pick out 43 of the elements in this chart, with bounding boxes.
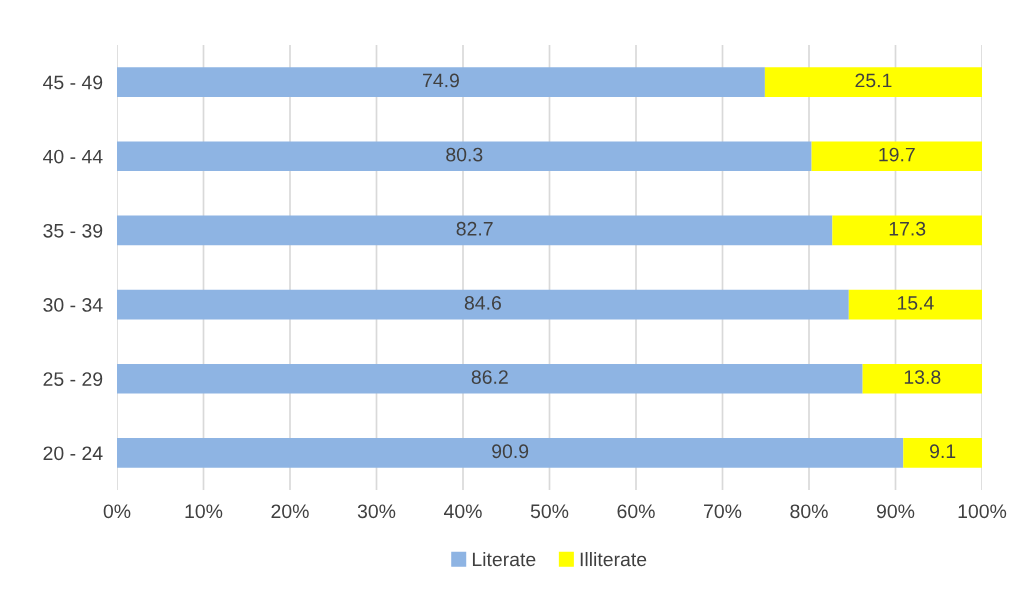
- bar: [117, 141, 812, 172]
- legend-label: Illiterate: [580, 552, 647, 567]
- data-label: 15.4: [897, 296, 934, 310]
- bar: [117, 438, 904, 468]
- bar: [848, 289, 982, 320]
- data-label: 17.3: [889, 221, 926, 236]
- y-tick-label: 25 - 29: [43, 372, 103, 386]
- x-tick-label: 70%: [704, 504, 742, 519]
- bar: [903, 438, 982, 468]
- data-label: 84.6: [464, 296, 501, 310]
- bar: [117, 289, 849, 320]
- bar: [811, 141, 982, 172]
- x-tick-label: 0%: [103, 504, 131, 519]
- data-label: 90.9: [492, 444, 529, 459]
- data-label: 13.8: [904, 370, 941, 384]
- legend-label: Literate: [472, 552, 536, 567]
- x-tick-label: 50%: [530, 504, 569, 519]
- data-label: 19.7: [879, 147, 915, 162]
- data-label: 9.1: [930, 444, 956, 459]
- x-tick-label: 80%: [790, 504, 828, 519]
- y-tick-label: 45 - 49: [43, 75, 103, 90]
- x-tick-label: 10%: [185, 504, 223, 519]
- bar: [117, 215, 833, 246]
- data-label: 80.3: [446, 147, 483, 162]
- y-tick-label: 30 - 34: [43, 298, 103, 312]
- data-label: 74.9: [423, 73, 459, 88]
- x-tick-label: 60%: [617, 504, 655, 519]
- bar: [117, 363, 863, 394]
- bar: [117, 67, 765, 97]
- y-tick-label: 35 - 39: [43, 223, 103, 238]
- bar: [862, 363, 982, 394]
- bar: [764, 67, 982, 97]
- x-tick-label: 40%: [443, 504, 482, 519]
- y-tick-label: 40 - 44: [43, 149, 103, 164]
- bar: [832, 215, 982, 246]
- data-label: 82.7: [456, 221, 493, 236]
- data-label: 86.2: [471, 370, 508, 384]
- x-tick-label: 30%: [357, 504, 396, 519]
- x-tick-label: 90%: [876, 504, 915, 519]
- x-tick-label: 20%: [271, 504, 309, 519]
- y-tick-label: 20 - 24: [43, 446, 103, 461]
- data-label: 25.1: [855, 73, 892, 88]
- x-tick-label: 100%: [958, 504, 1007, 519]
